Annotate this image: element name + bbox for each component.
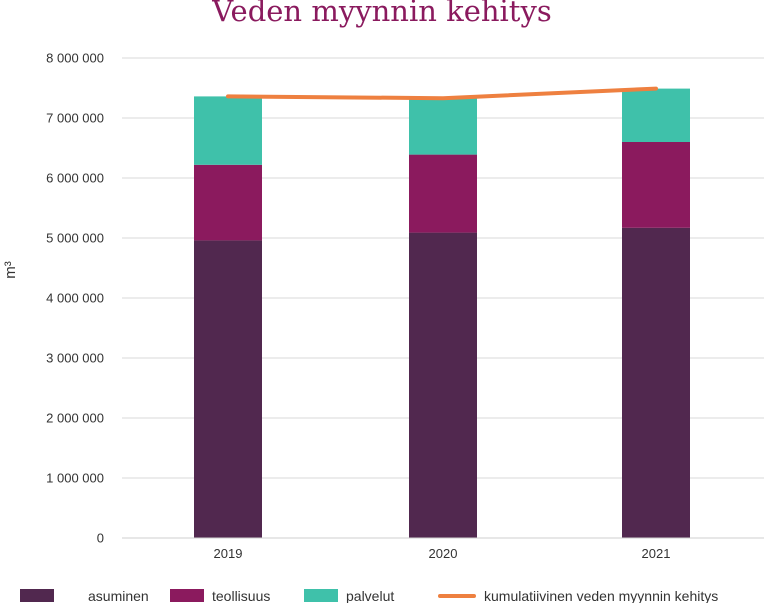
x-axis-ticks: 2019 2020 2021 [214, 546, 671, 561]
y-tick-label: 3 000 000 [46, 351, 104, 366]
y-tick-label: 5 000 000 [46, 231, 104, 246]
bar-asuminen-2021 [622, 227, 690, 539]
x-tick-label: 2020 [429, 546, 458, 561]
legend-label: teollisuus [212, 588, 270, 603]
bar-palvelut-2020 [409, 98, 477, 155]
legend-label: kumulatiivinen veden myynnin kehitys [484, 588, 718, 603]
y-tick-label: 8 000 000 [46, 51, 104, 66]
bar-teollisuus-2020 [409, 154, 477, 233]
y-axis-ticks: 0 1 000 000 2 000 000 3 000 000 4 000 000 5 0… [46, 51, 104, 546]
y-tick-label: 0 [97, 531, 104, 546]
bar-teollisuus-2019 [194, 164, 262, 241]
y-tick-label: 6 000 000 [46, 171, 104, 186]
legend-swatch-palvelut [304, 589, 338, 602]
y-axis-label: m³ [2, 261, 19, 279]
y-tick-label: 2 000 000 [46, 411, 104, 426]
line-kumulatiivinen veden myynnin kehitys [226, 86, 658, 101]
legend: asuminen teollisuus palvelut kumulatiivinen… [20, 588, 718, 603]
bar-teollisuus-2021 [622, 142, 690, 228]
bar-palvelut-2021 [622, 88, 690, 142]
x-tick-label: 2019 [214, 546, 243, 561]
bar-asuminen-2020 [409, 232, 477, 538]
legend-swatch-teollisuus [170, 589, 204, 602]
legend-label: palvelut [346, 588, 394, 603]
x-tick-label: 2021 [642, 546, 671, 561]
y-tick-label: 7 000 000 [46, 111, 104, 126]
y-tick-label: 4 000 000 [46, 291, 104, 306]
bar-palvelut-2019 [194, 96, 262, 165]
y-tick-label: 1 000 000 [46, 471, 104, 486]
chart-title: Veden myynnin kehitys [211, 0, 551, 28]
line-series [226, 86, 658, 101]
legend-label: asuminen [88, 588, 149, 603]
bar-asuminen-2019 [194, 240, 262, 538]
bars [194, 88, 690, 539]
legend-swatch-asuminen [20, 589, 54, 602]
